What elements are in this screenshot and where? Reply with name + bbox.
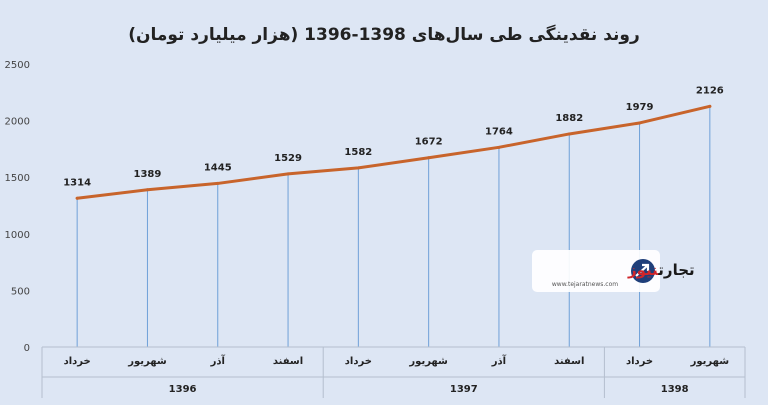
series-line [75, 104, 712, 200]
data-labels: 1314 1389 1445 1529 1582 1672 1764 1882 1979 2126 [63, 85, 724, 188]
x-category-label: شهریور [127, 356, 167, 367]
x-category-label: خرداد [64, 356, 91, 367]
data-label: 1882 [555, 113, 583, 124]
y-tick-label: 1500 [5, 173, 30, 184]
watermark-name-part2: نیوز [627, 261, 659, 279]
chart-title: روند نقدینگی طی سال‌های 1398-1396 (هزار … [128, 24, 640, 45]
data-point [75, 196, 79, 200]
data-label: 1445 [204, 162, 232, 173]
data-label: 1314 [63, 177, 91, 188]
series-line-group [75, 104, 712, 200]
data-label: 1979 [626, 102, 654, 113]
y-tick-label: 0 [24, 343, 30, 354]
drop-lines [76, 106, 711, 347]
data-label: 1582 [344, 147, 372, 158]
x-group-label: 1396 [169, 384, 197, 395]
y-tick-label: 1000 [5, 230, 30, 241]
watermark-url: www.tejaratnews.com [552, 281, 618, 288]
x-category-label: خرداد [626, 356, 653, 367]
data-point [216, 181, 220, 185]
data-point [567, 132, 571, 136]
x-group-label: 1398 [661, 384, 689, 395]
data-label: 1389 [134, 169, 162, 180]
data-label: 1764 [485, 126, 513, 137]
data-point [427, 156, 431, 160]
x-category-label: اسفند [273, 356, 303, 367]
data-point [286, 172, 290, 176]
data-label: 1672 [415, 137, 443, 148]
y-tick-label: 2500 [5, 60, 30, 71]
tejarat-news-watermark: تجارتنیوز www.tejaratnews.com [532, 250, 695, 292]
y-tick-label: 500 [11, 286, 30, 297]
x-category-label: آذر [210, 354, 226, 367]
x-category-label: خرداد [345, 356, 372, 367]
logo-arrow-icon [635, 263, 650, 277]
x-axis: خرداد شهریور آذر اسفند خرداد شهریور آذر اسفند خر… [41, 346, 746, 398]
data-point [638, 121, 642, 125]
data-label: 1529 [274, 153, 302, 164]
data-point [708, 104, 712, 108]
data-point [356, 166, 360, 170]
watermark-name-part1: تجارت [657, 261, 694, 279]
watermark-name: تجارتنیوز [627, 261, 695, 279]
x-category-label: شهریور [690, 356, 730, 367]
y-axis: 0 500 1000 1500 2000 2500 [5, 60, 30, 354]
y-tick-label: 2000 [5, 117, 30, 128]
data-point [497, 145, 501, 149]
x-category-label: شهریور [408, 356, 448, 367]
x-category-label: اسفند [554, 356, 584, 367]
x-category-label: آذر [491, 354, 507, 367]
x-group-label: 1397 [450, 384, 478, 395]
data-point [145, 188, 149, 192]
data-label: 2126 [696, 85, 724, 96]
watermark-background [532, 250, 660, 292]
